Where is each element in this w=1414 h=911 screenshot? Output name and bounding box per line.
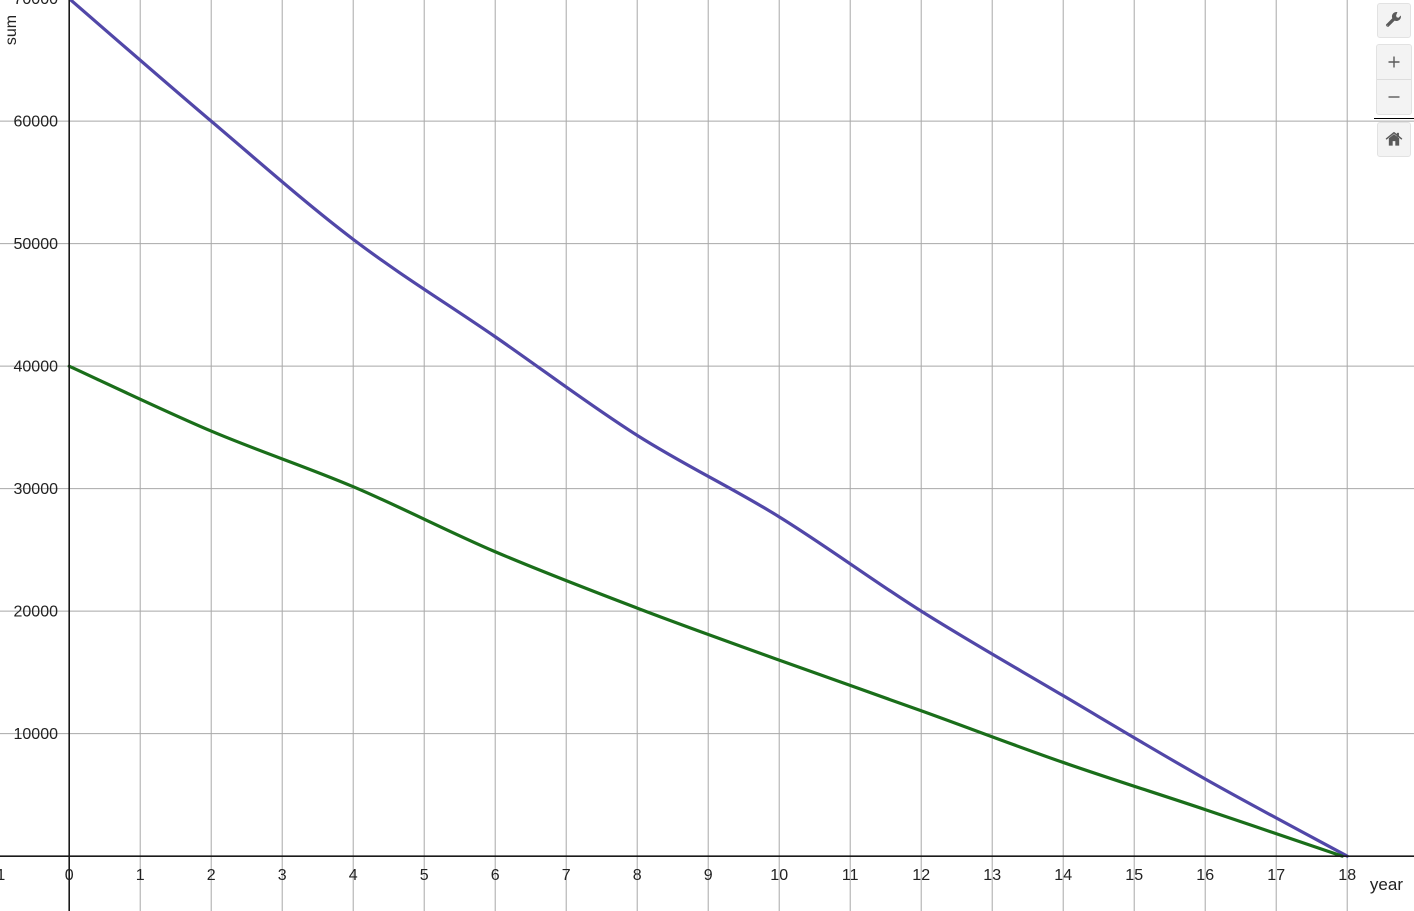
svg-text:10: 10 [770, 867, 788, 884]
svg-text:15: 15 [1125, 867, 1143, 884]
svg-text:50000: 50000 [14, 236, 59, 253]
svg-text:17: 17 [1267, 867, 1285, 884]
svg-text:sum: sum [3, 15, 20, 45]
svg-text:year: year [1370, 875, 1403, 894]
svg-text:16: 16 [1196, 867, 1214, 884]
svg-text:13: 13 [983, 867, 1001, 884]
svg-text:40000: 40000 [14, 359, 59, 376]
svg-text:10000: 10000 [14, 726, 59, 743]
svg-text:18: 18 [1338, 867, 1356, 884]
svg-text:9: 9 [704, 867, 713, 884]
svg-text:1: 1 [136, 867, 145, 884]
svg-text:20000: 20000 [14, 604, 59, 621]
svg-text:11: 11 [842, 867, 859, 884]
svg-text:2: 2 [207, 867, 216, 884]
svg-text:3: 3 [278, 867, 287, 884]
svg-text:7: 7 [562, 867, 571, 884]
svg-text:0: 0 [65, 867, 74, 884]
svg-text:30000: 30000 [14, 481, 59, 498]
svg-text:70000: 70000 [14, 0, 59, 8]
svg-text:12: 12 [912, 867, 930, 884]
svg-text:14: 14 [1054, 867, 1072, 884]
svg-text:5: 5 [420, 867, 429, 884]
svg-text:8: 8 [633, 867, 642, 884]
svg-text:4: 4 [349, 867, 358, 884]
svg-text:6: 6 [491, 867, 500, 884]
svg-text:60000: 60000 [14, 114, 59, 131]
svg-text:-1: -1 [0, 867, 5, 884]
